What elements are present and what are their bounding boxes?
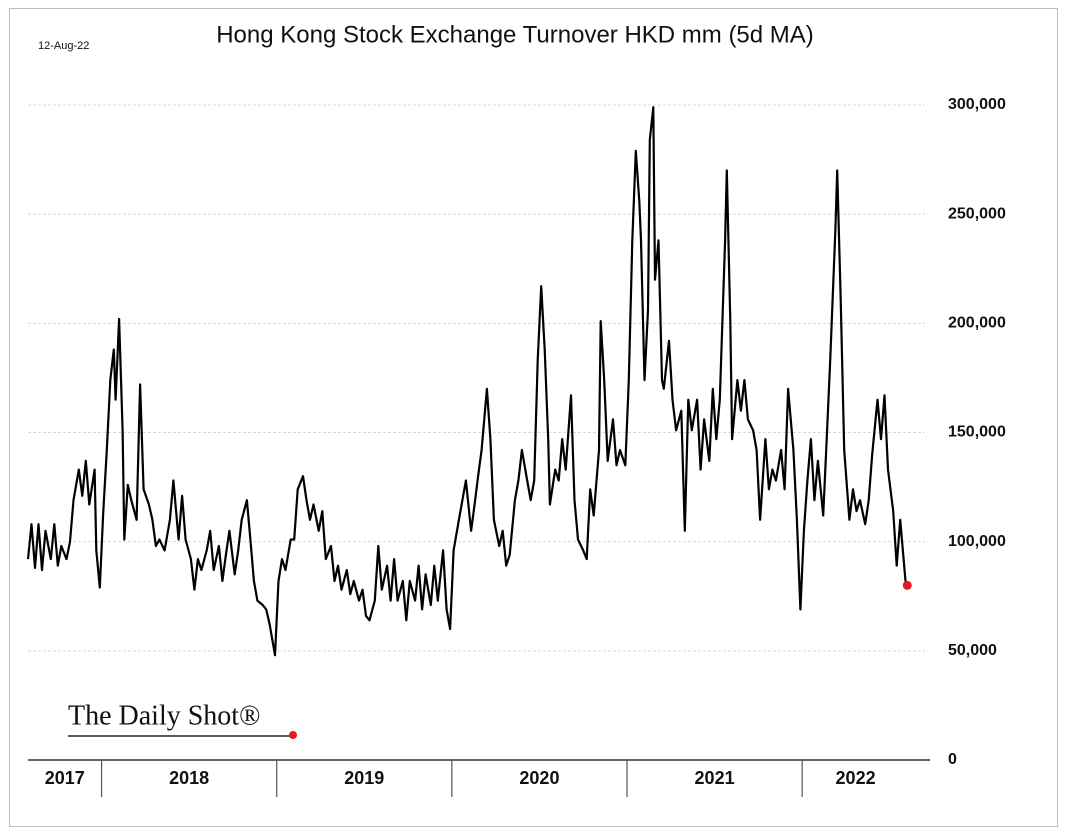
x-tick-label: 2018: [169, 768, 209, 788]
y-tick-label: 150,000: [948, 424, 1006, 441]
chart-title: Hong Kong Stock Exchange Turnover HKD mm…: [216, 21, 814, 48]
y-tick-label: 100,000: [948, 533, 1006, 550]
x-tick-label: 2022: [836, 768, 876, 788]
date-label: 12-Aug-22: [38, 40, 89, 52]
y-tick-label: 300,000: [948, 96, 1006, 113]
x-tick-label: 2020: [519, 768, 559, 788]
y-tick-label: 50,000: [948, 642, 997, 659]
x-tick-label: 2021: [695, 768, 735, 788]
y-tick-label: 250,000: [948, 205, 1006, 222]
end-marker: [902, 580, 912, 590]
x-tick-label: 2019: [344, 768, 384, 788]
y-tick-label: 200,000: [948, 315, 1006, 332]
x-tick-label: 2017: [45, 768, 85, 788]
logo-dot: [289, 731, 297, 739]
data-line: [26, 106, 909, 657]
y-tick-label: 0: [948, 751, 957, 768]
logo: The Daily Shot®: [68, 700, 260, 731]
